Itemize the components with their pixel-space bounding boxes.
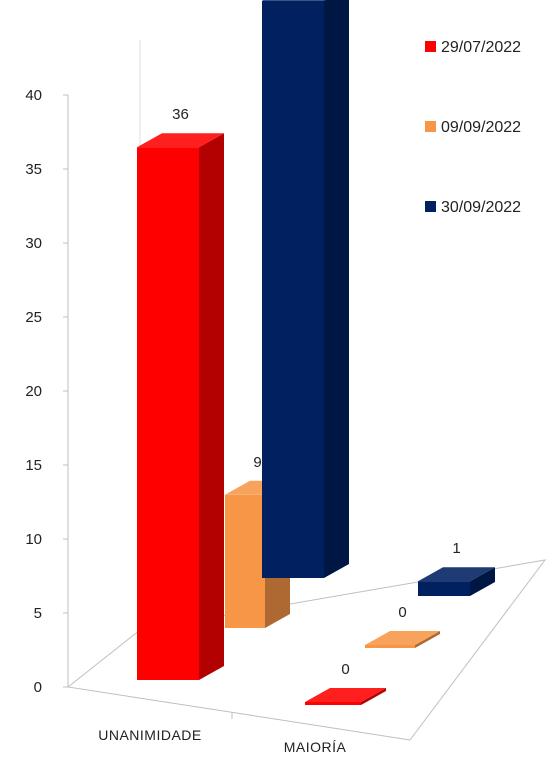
legend: 29/07/2022 09/09/2022 30/09/2022 — [425, 39, 521, 216]
data-label: 0 — [341, 661, 349, 678]
bar-top — [262, 0, 326, 1]
y-tick-label: 20 — [25, 383, 42, 400]
x-tick-label: UNANIMIDADE — [98, 727, 202, 743]
legend-label: 09/09/2022 — [441, 119, 521, 136]
legend-label: 30/09/2022 — [441, 199, 521, 216]
x-axis: UNANIMIDADE MAIORÍA — [98, 712, 346, 755]
y-tick-label: 15 — [25, 457, 42, 474]
y-tick-label: 40 — [25, 87, 42, 104]
bar-side — [415, 631, 440, 648]
bar-top — [305, 688, 386, 702]
legend-swatch — [425, 121, 436, 132]
y-tick-label: 0 — [34, 679, 42, 696]
bar-side — [199, 133, 224, 680]
legend-swatch — [425, 41, 436, 52]
legend-label: 29/07/2022 — [441, 39, 521, 56]
x-tick-label: MAIORÍA — [284, 739, 347, 755]
axis-line — [67, 95, 411, 741]
y-tick-label: 30 — [25, 235, 42, 252]
bar-front — [418, 581, 470, 596]
bar-side — [324, 0, 349, 578]
legend-swatch — [425, 201, 436, 212]
data-label: 0 — [398, 604, 406, 621]
floor-outline — [67, 559, 547, 741]
bar — [365, 631, 440, 648]
bar-front — [137, 147, 199, 680]
data-label: 1 — [452, 540, 460, 557]
bar-top — [365, 631, 440, 645]
bar-front — [262, 0, 324, 579]
y-tick-label: 25 — [25, 309, 42, 326]
y-tick-label: 5 — [34, 605, 42, 622]
data-label: 36 — [172, 106, 189, 123]
bar — [262, 0, 349, 579]
y-tick-label: 10 — [25, 531, 42, 548]
y-tick-label: 35 — [25, 161, 42, 178]
bar-top — [137, 133, 224, 148]
legend-item: 09/09/2022 — [425, 119, 521, 136]
bar — [137, 133, 224, 680]
bar-side — [361, 688, 386, 705]
bars — [137, 0, 495, 705]
bar-front — [305, 702, 361, 705]
bar-top — [418, 567, 495, 582]
y-axis: 0 5 10 15 20 25 30 35 40 — [25, 87, 68, 696]
bar — [418, 567, 495, 596]
bar-front — [365, 645, 415, 648]
legend-item: 29/07/2022 — [425, 39, 521, 56]
data-labels: 36090391 — [172, 106, 461, 678]
bar — [305, 688, 386, 705]
legend-item: 30/09/2022 — [425, 199, 521, 216]
data-label: 9 — [253, 454, 261, 471]
bar-side — [470, 567, 495, 596]
bar-front — [225, 494, 265, 628]
